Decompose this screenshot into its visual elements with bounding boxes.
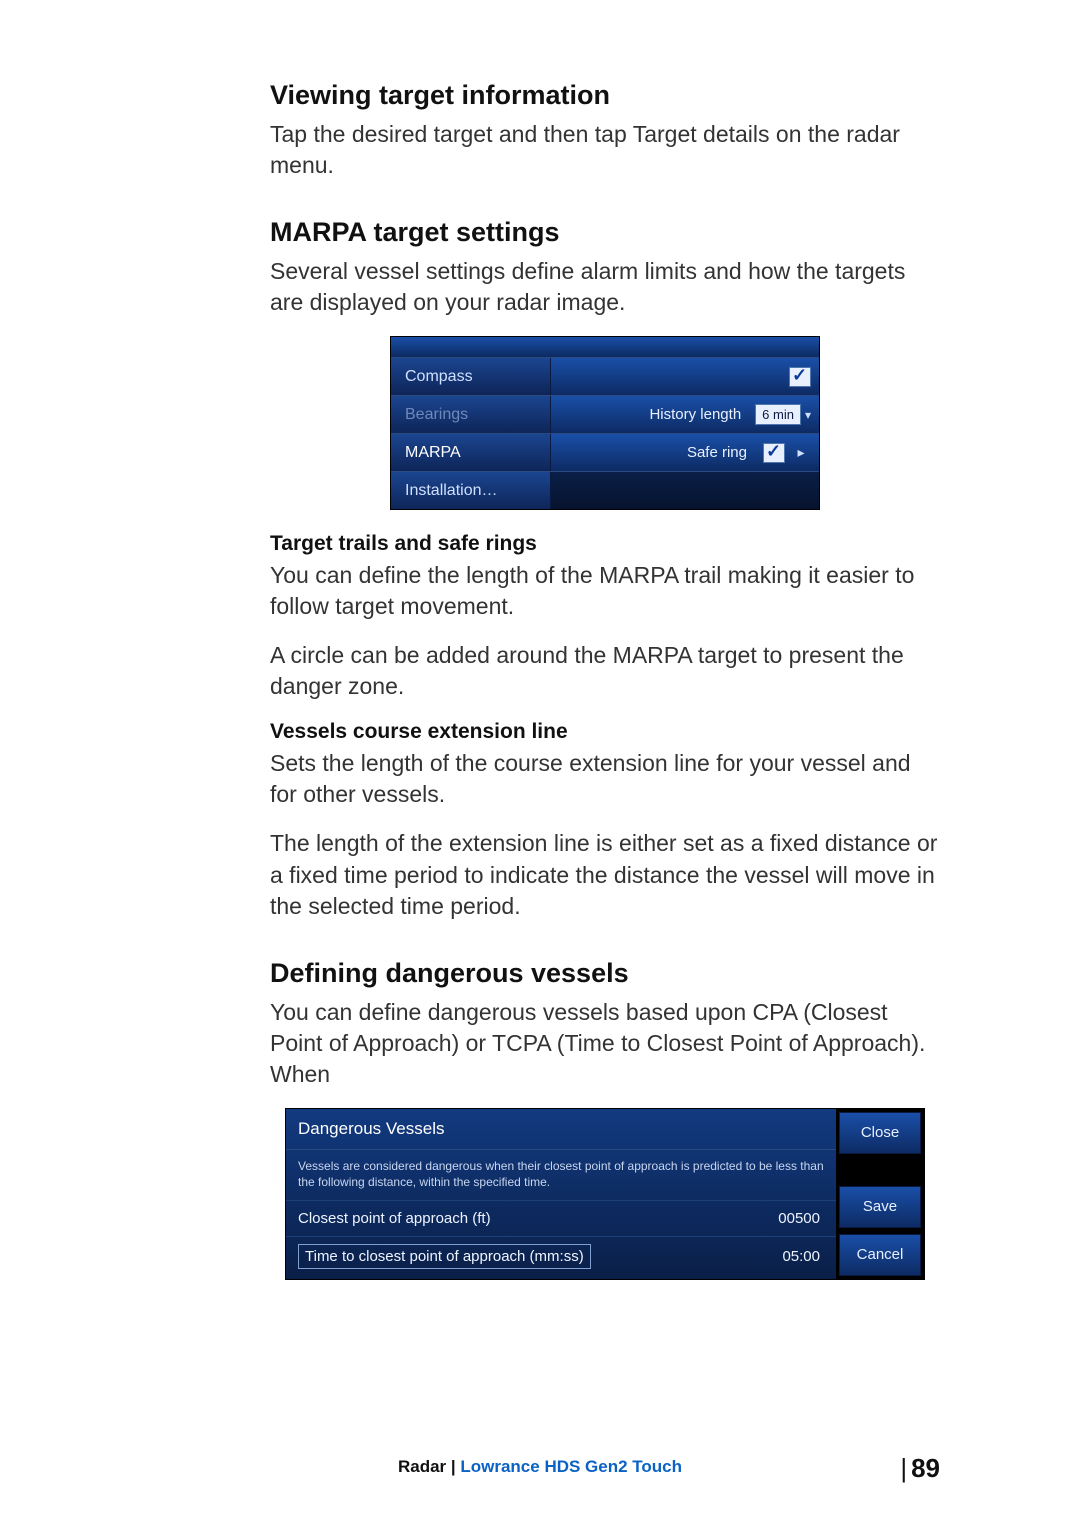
heading-target-trails: Target trails and safe rings [270, 532, 940, 556]
screenshot-marpa-settings: Compass Bearings History length 6 min ▾ … [390, 336, 820, 510]
cpa-value[interactable]: 00500 [774, 1208, 824, 1229]
chevron-down-icon[interactable]: ▾ [805, 408, 811, 422]
para: You can define dangerous vessels based u… [270, 997, 940, 1090]
menu-item-bearings[interactable]: Bearings [391, 396, 551, 433]
history-length-value[interactable]: 6 min [755, 404, 801, 425]
heading-viewing-target-info: Viewing target information [270, 80, 940, 111]
safe-ring-checkbox-icon[interactable] [763, 443, 785, 463]
heading-defining-dangerous-vessels: Defining dangerous vessels [270, 958, 940, 989]
dialog-help-text: Vessels are considered dangerous when th… [286, 1150, 836, 1200]
para: The length of the extension line is eith… [270, 828, 940, 921]
para: Several vessel settings define alarm lim… [270, 256, 940, 318]
menu-item-compass[interactable]: Compass [391, 358, 551, 395]
page-number: |89 [900, 1453, 940, 1484]
screenshot-dangerous-vessels: Dangerous Vessels Vessels are considered… [285, 1108, 925, 1280]
footer-product: Lowrance HDS Gen2 Touch [460, 1457, 682, 1476]
save-button[interactable]: Save [839, 1186, 921, 1228]
safe-ring-label: Safe ring [687, 444, 747, 461]
tcpa-value[interactable]: 05:00 [778, 1246, 824, 1267]
cancel-button[interactable]: Cancel [839, 1234, 921, 1276]
para: You can define the length of the MARPA t… [270, 560, 940, 622]
footer-section: Radar | [398, 1457, 460, 1476]
para: Tap the desired target and then tap Targ… [270, 119, 940, 181]
history-length-label: History length [649, 406, 741, 423]
para: A circle can be added around the MARPA t… [270, 640, 940, 702]
dialog-title: Dangerous Vessels [286, 1109, 836, 1150]
menu-item-installation[interactable]: Installation… [391, 472, 551, 509]
tcpa-label: Time to closest point of approach (mm:ss… [298, 1244, 591, 1269]
heading-marpa-target-settings: MARPA target settings [270, 217, 940, 248]
cpa-label: Closest point of approach (ft) [298, 1210, 491, 1227]
close-button[interactable]: Close [839, 1112, 921, 1154]
compass-checkbox-icon[interactable] [789, 367, 811, 387]
chevron-right-icon[interactable]: ▸ [791, 444, 811, 461]
menu-item-marpa[interactable]: MARPA [391, 434, 551, 471]
para: Sets the length of the course extension … [270, 748, 940, 810]
heading-vessels-course-ext: Vessels course extension line [270, 720, 940, 744]
